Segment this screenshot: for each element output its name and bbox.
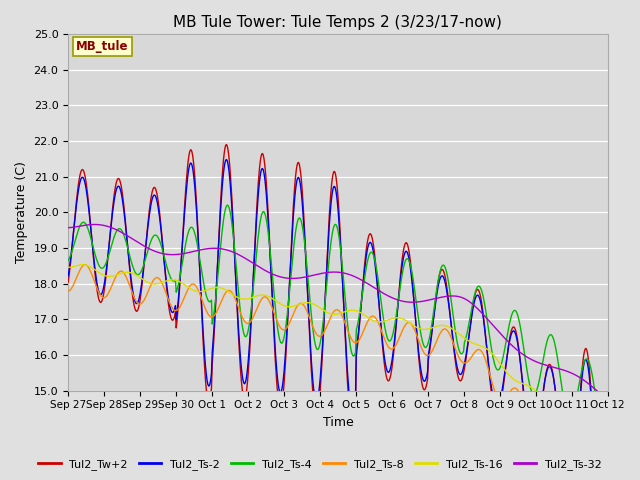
- X-axis label: Time: Time: [323, 416, 353, 429]
- Title: MB Tule Tower: Tule Temps 2 (3/23/17-now): MB Tule Tower: Tule Temps 2 (3/23/17-now…: [173, 15, 502, 30]
- Text: MB_tule: MB_tule: [76, 40, 129, 53]
- Y-axis label: Temperature (C): Temperature (C): [15, 161, 28, 263]
- Legend: Tul2_Tw+2, Tul2_Ts-2, Tul2_Ts-4, Tul2_Ts-8, Tul2_Ts-16, Tul2_Ts-32: Tul2_Tw+2, Tul2_Ts-2, Tul2_Ts-4, Tul2_Ts…: [34, 455, 606, 474]
